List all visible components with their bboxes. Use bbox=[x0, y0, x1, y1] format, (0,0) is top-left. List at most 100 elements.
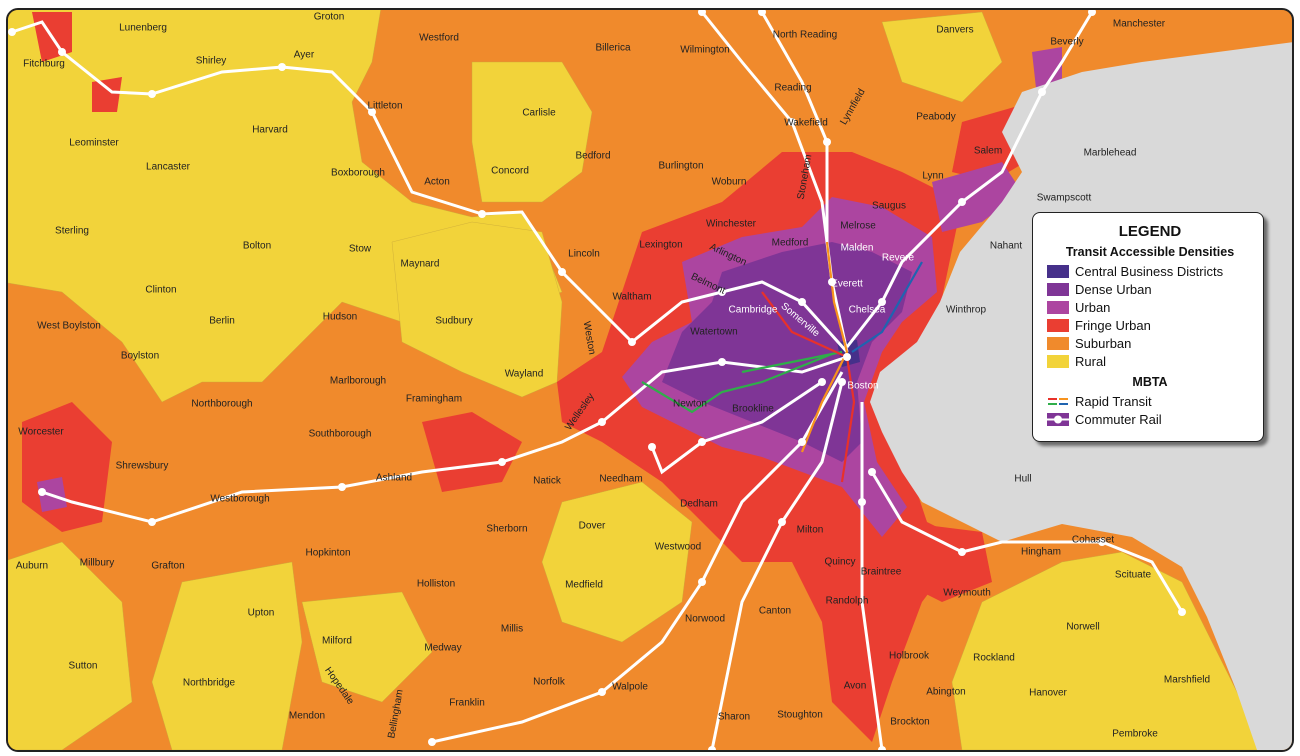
town-label: Burlington bbox=[658, 160, 704, 172]
town-label: Dedham bbox=[680, 498, 718, 510]
town-label: Newton bbox=[673, 398, 707, 410]
legend-item: Rural bbox=[1047, 352, 1253, 370]
rail-station bbox=[368, 108, 376, 116]
rail-station bbox=[498, 458, 506, 466]
town-label: Salem bbox=[973, 145, 1003, 157]
town-label: Concord bbox=[491, 165, 529, 177]
town-label: Randolph bbox=[825, 595, 869, 607]
rail-station bbox=[58, 48, 66, 56]
town-label: Upton bbox=[247, 607, 275, 619]
town-label: Melrose bbox=[840, 220, 876, 232]
town-label: Saugus bbox=[872, 200, 906, 212]
rail-station bbox=[798, 298, 806, 306]
town-label: Maynard bbox=[400, 258, 440, 270]
town-label: Stoughton bbox=[777, 709, 823, 721]
rail-station bbox=[858, 498, 866, 506]
town-label: Bolton bbox=[242, 240, 272, 252]
town-label: Scituate bbox=[1114, 569, 1152, 581]
town-label: Revere bbox=[881, 252, 915, 264]
legend-swatch bbox=[1047, 336, 1069, 350]
town-label: Shirley bbox=[195, 55, 227, 67]
rural-region-auburn bbox=[8, 541, 133, 750]
town-label: Ayer bbox=[293, 49, 315, 61]
rail-station bbox=[8, 28, 16, 36]
town-label: Groton bbox=[313, 11, 345, 23]
commuter-rail-line bbox=[760, 11, 829, 242]
rapid-transit-icon bbox=[1048, 397, 1068, 405]
town-label: Marblehead bbox=[1083, 147, 1137, 159]
legend-densities-heading: Transit Accessible Densities bbox=[1065, 245, 1235, 259]
town-label: Sherborn bbox=[486, 523, 528, 535]
legend-item-commuter-rail: Commuter Rail bbox=[1047, 410, 1253, 428]
rail-station bbox=[828, 278, 836, 286]
rail-station bbox=[708, 746, 716, 750]
town-label: Medford bbox=[771, 237, 809, 249]
town-label: Avon bbox=[843, 680, 867, 692]
rail-station bbox=[823, 138, 831, 146]
town-label: Acton bbox=[424, 176, 450, 188]
rail-station bbox=[278, 63, 286, 71]
town-label: Grafton bbox=[151, 560, 185, 572]
legend-label: Commuter Rail bbox=[1075, 411, 1162, 427]
town-label: Westford bbox=[419, 32, 459, 44]
town-label: Lancaster bbox=[146, 161, 190, 173]
town-label: Rockland bbox=[973, 652, 1015, 664]
rail-station bbox=[1088, 10, 1096, 16]
town-label: Sutton bbox=[68, 660, 98, 672]
town-label: North Reading bbox=[772, 29, 838, 41]
town-label: Mendon bbox=[288, 710, 326, 722]
town-label: Westwood bbox=[654, 541, 702, 553]
town-label: Bedford bbox=[575, 150, 611, 162]
town-label: Milton bbox=[796, 524, 824, 536]
legend-swatch bbox=[1047, 354, 1069, 368]
legend-swatch bbox=[1047, 300, 1069, 314]
town-label: Clinton bbox=[145, 284, 177, 296]
town-label: Millis bbox=[500, 623, 524, 635]
town-label: Cambridge bbox=[728, 304, 778, 316]
town-label: Northborough bbox=[191, 398, 253, 410]
rural-region-dover bbox=[541, 481, 693, 643]
town-label: Lexington bbox=[639, 239, 683, 251]
rail-station bbox=[598, 418, 606, 426]
town-label: Hudson bbox=[322, 311, 358, 323]
town-label: Carlisle bbox=[522, 107, 556, 119]
town-label: Swampscott bbox=[1036, 192, 1092, 204]
legend-item: Dense Urban bbox=[1047, 280, 1253, 298]
town-label: Westborough bbox=[210, 493, 270, 505]
rail-station bbox=[1178, 608, 1186, 616]
town-label: West Boylston bbox=[37, 320, 101, 332]
commuter-rail-line bbox=[860, 402, 884, 750]
town-label: Millbury bbox=[79, 557, 115, 569]
legend-label: Suburban bbox=[1075, 335, 1132, 351]
rail-station bbox=[38, 488, 46, 496]
rural-region-northshore bbox=[881, 11, 1003, 103]
rapid-transit-line bbox=[741, 350, 843, 374]
town-label: Malden bbox=[840, 242, 874, 254]
legend-item: Urban bbox=[1047, 298, 1253, 316]
rail-station bbox=[648, 443, 656, 451]
rail-station bbox=[698, 438, 706, 446]
town-label: Littleton bbox=[367, 100, 403, 112]
town-label: Sudbury bbox=[435, 315, 473, 327]
rural-region-milford bbox=[301, 591, 433, 703]
town-label: Auburn bbox=[15, 560, 49, 572]
legend-label: Rural bbox=[1075, 353, 1107, 369]
town-label: Boxborough bbox=[331, 167, 385, 179]
legend-swatch bbox=[1047, 264, 1069, 278]
town-label: Winthrop bbox=[945, 304, 987, 316]
town-label: Medfield bbox=[565, 579, 603, 591]
town-label: Nahant bbox=[989, 240, 1023, 252]
town-label: Weymouth bbox=[943, 587, 991, 599]
legend-label: Fringe Urban bbox=[1075, 317, 1151, 333]
town-label: Lunenberg bbox=[119, 22, 167, 34]
rail-station bbox=[818, 378, 826, 386]
dense-urban-region bbox=[662, 242, 912, 462]
town-label: Berlin bbox=[209, 315, 235, 327]
density-legend-list: Central Business Districts Dense Urban Urb… bbox=[1047, 262, 1253, 370]
rail-station bbox=[958, 548, 966, 556]
town-label: Dover bbox=[578, 520, 606, 532]
legend-label: Dense Urban bbox=[1075, 281, 1152, 297]
rail-station bbox=[628, 338, 636, 346]
rail-station bbox=[718, 358, 726, 366]
town-label: Norwell bbox=[1066, 621, 1100, 633]
